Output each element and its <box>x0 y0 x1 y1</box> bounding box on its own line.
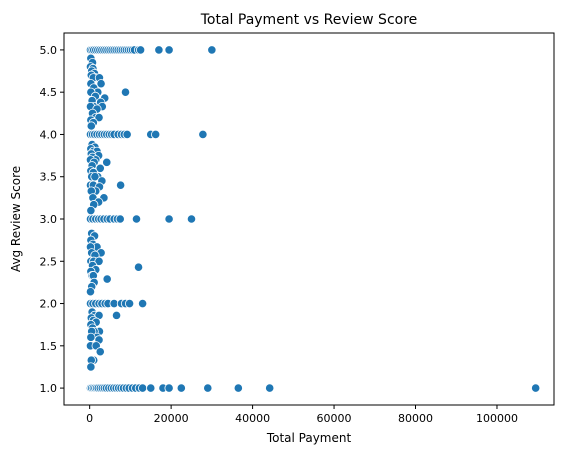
scatter-point <box>94 112 104 123</box>
scatter-point <box>164 214 174 224</box>
data-points <box>85 45 541 393</box>
y-tick-label: 3.0 <box>40 213 58 226</box>
scatter-point <box>86 205 96 216</box>
scatter-point <box>102 274 112 284</box>
scatter-point <box>96 79 106 89</box>
scatter-point <box>176 383 186 393</box>
scatter-point <box>102 157 112 167</box>
scatter-point <box>122 129 132 140</box>
x-tick-label: 0 <box>86 412 93 425</box>
x-tick-label: 20000 <box>154 412 189 425</box>
y-tick-label: 2.0 <box>40 298 58 311</box>
scatter-point <box>154 45 164 55</box>
y-tick-label: 1.0 <box>40 382 58 395</box>
scatter-point <box>133 262 144 272</box>
scatter-point <box>164 45 174 55</box>
scatter-point <box>164 383 174 393</box>
y-tick-label: 3.5 <box>40 171 58 184</box>
scatter-point <box>131 214 142 224</box>
scatter-point <box>265 383 275 393</box>
x-tick-label: 80000 <box>398 412 433 425</box>
scatter-point <box>95 163 105 173</box>
scatter-point <box>111 310 122 320</box>
x-axis-label: Total Payment <box>266 431 352 445</box>
y-axis: 1.0 1.5 2.0 2.5 3.0 3.5 4.0 4.5 5.0 <box>40 44 64 395</box>
chart-title: Total Payment vs Review Score <box>200 12 418 28</box>
y-tick-label: 5.0 <box>40 44 58 57</box>
y-tick-label: 1.5 <box>40 340 58 353</box>
scatter-point <box>86 121 96 131</box>
y-tick-label: 2.5 <box>40 255 58 268</box>
scatter-point <box>86 362 96 372</box>
y-tick-label: 4.5 <box>40 86 58 99</box>
scatter-point <box>138 298 148 309</box>
y-axis-label: Avg Review Score <box>9 166 23 272</box>
scatter-point <box>124 298 135 309</box>
scatter-point <box>531 383 541 393</box>
x-tick-label: 100000 <box>476 412 518 425</box>
scatter-point <box>207 45 217 55</box>
scatter-point <box>138 383 148 393</box>
scatter-point <box>85 287 96 297</box>
y-tick-label: 4.0 <box>40 128 58 141</box>
scatter-point <box>233 383 243 393</box>
scatter-point <box>203 383 213 393</box>
x-tick-label: 40000 <box>235 412 270 425</box>
scatter-point <box>146 383 156 393</box>
scatter-point <box>94 256 104 266</box>
scatter-point <box>115 214 125 224</box>
scatter-point <box>120 87 131 97</box>
x-tick-label: 60000 <box>317 412 352 425</box>
scatter-point <box>186 214 197 224</box>
x-axis: 0 20000 40000 60000 80000 100000 <box>86 405 518 425</box>
scatter-point <box>198 129 208 140</box>
scatter-point <box>151 129 161 140</box>
scatter-point <box>95 347 105 357</box>
scatter-point <box>116 180 126 190</box>
scatter-point <box>86 332 96 342</box>
scatter-point <box>135 45 146 55</box>
